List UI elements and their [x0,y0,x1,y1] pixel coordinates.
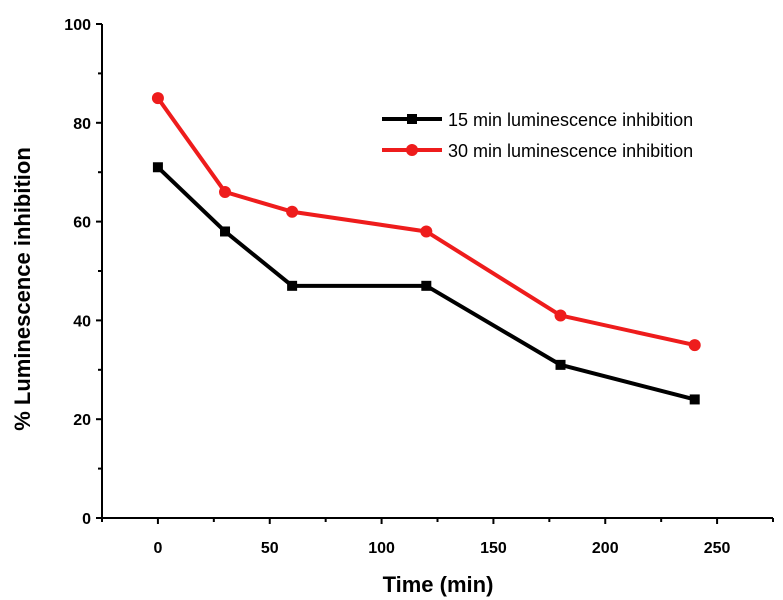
x-tick-label: 50 [261,540,279,557]
legend-marker-circle [406,144,418,156]
y-tick-label: 100 [64,17,91,34]
data-point-circle [688,339,701,352]
data-point-square [689,394,700,405]
x-tick-label: 200 [592,540,619,557]
data-point-square [287,280,298,291]
data-point-circle [554,309,567,322]
y-tick-label: 20 [73,412,91,429]
series-line [156,96,696,348]
chart-legend: 15 min luminescence inhibition 30 min lum… [382,110,693,161]
y-tick-label: 40 [73,313,91,330]
x-tick-label: 100 [368,540,395,557]
x-tick-label: 150 [480,540,507,557]
legend-item: 30 min luminescence inhibition [382,141,693,161]
data-point-square [152,162,163,173]
data-point-circle [420,225,433,238]
y-tick-label: 80 [73,116,91,133]
x-tick-label: 250 [704,540,731,557]
legend-item: 15 min luminescence inhibition [382,110,693,130]
legend-marker-square [407,114,417,124]
data-point-square [220,226,231,237]
x-tick-label: 0 [153,540,162,557]
chart-series [151,92,701,405]
legend-label: 15 min luminescence inhibition [448,110,693,130]
x-axis-title: Time (min) [383,572,494,597]
data-point-square [555,359,566,370]
data-point-circle [151,92,164,105]
y-tick-label: 0 [82,511,91,528]
data-point-square [421,280,432,291]
y-axis-title: % Luminescence inhibition [10,147,35,431]
legend-label: 30 min luminescence inhibition [448,141,693,161]
series-1 [152,162,700,405]
chart-axes: 0 20 40 60 80 100 0 50 100 150 200 250 [64,17,774,557]
y-tick-label: 60 [73,215,91,232]
series-line [156,165,696,402]
series-2 [151,92,701,352]
data-point-circle [286,205,299,218]
data-point-circle [219,185,232,198]
